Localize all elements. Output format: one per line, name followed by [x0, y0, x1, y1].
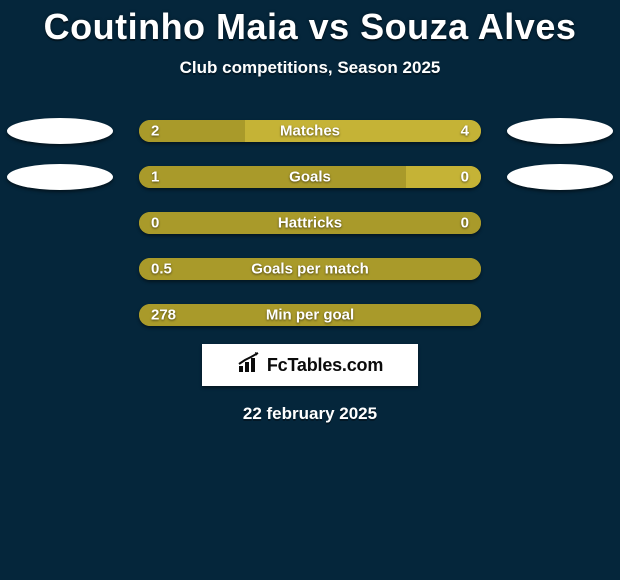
- stat-row: 0.5 Goals per match: [0, 258, 620, 280]
- stat-value-left: 0.5: [151, 261, 172, 278]
- stat-row: 2 4 Matches: [0, 120, 620, 142]
- stat-bar-left: [139, 166, 406, 188]
- logo-badge: FcTables.com: [202, 344, 418, 386]
- player-left-marker: [7, 164, 113, 190]
- stat-row: 0 0 Hattricks: [0, 212, 620, 234]
- stat-label: Goals: [289, 169, 331, 186]
- stat-value-right: 4: [461, 123, 469, 140]
- stat-row: 278 Min per goal: [0, 304, 620, 326]
- stat-label: Matches: [280, 123, 340, 140]
- player-right-marker: [507, 118, 613, 144]
- stat-label: Goals per match: [251, 261, 369, 278]
- stat-value-left: 2: [151, 123, 159, 140]
- page-title: Coutinho Maia vs Souza Alves: [44, 6, 577, 48]
- stat-value-left: 278: [151, 307, 176, 324]
- logo-chart-icon: [237, 352, 261, 379]
- logo-text: FcTables.com: [267, 355, 383, 376]
- stat-value-left: 1: [151, 169, 159, 186]
- stat-rows: 2 4 Matches 1 0 Goals 0 0 Hattricks 0.5 Goals per …: [0, 120, 620, 326]
- stat-value-right: 0: [461, 169, 469, 186]
- stat-bar: 1 0 Goals: [139, 166, 481, 188]
- stat-bar: 0 0 Hattricks: [139, 212, 481, 234]
- stat-bar-right: [406, 166, 481, 188]
- stat-bar: 278 Min per goal: [139, 304, 481, 326]
- stat-bar: 0.5 Goals per match: [139, 258, 481, 280]
- stat-value-left: 0: [151, 215, 159, 232]
- stat-row: 1 0 Goals: [0, 166, 620, 188]
- stat-value-right: 0: [461, 215, 469, 232]
- player-left-marker: [7, 118, 113, 144]
- date-label: 22 february 2025: [243, 404, 377, 424]
- comparison-infographic: Coutinho Maia vs Souza Alves Club compet…: [0, 0, 620, 580]
- stat-bar: 2 4 Matches: [139, 120, 481, 142]
- stat-label: Hattricks: [278, 215, 342, 232]
- player-right-marker: [507, 164, 613, 190]
- subtitle: Club competitions, Season 2025: [180, 58, 441, 78]
- stat-label: Min per goal: [266, 307, 354, 324]
